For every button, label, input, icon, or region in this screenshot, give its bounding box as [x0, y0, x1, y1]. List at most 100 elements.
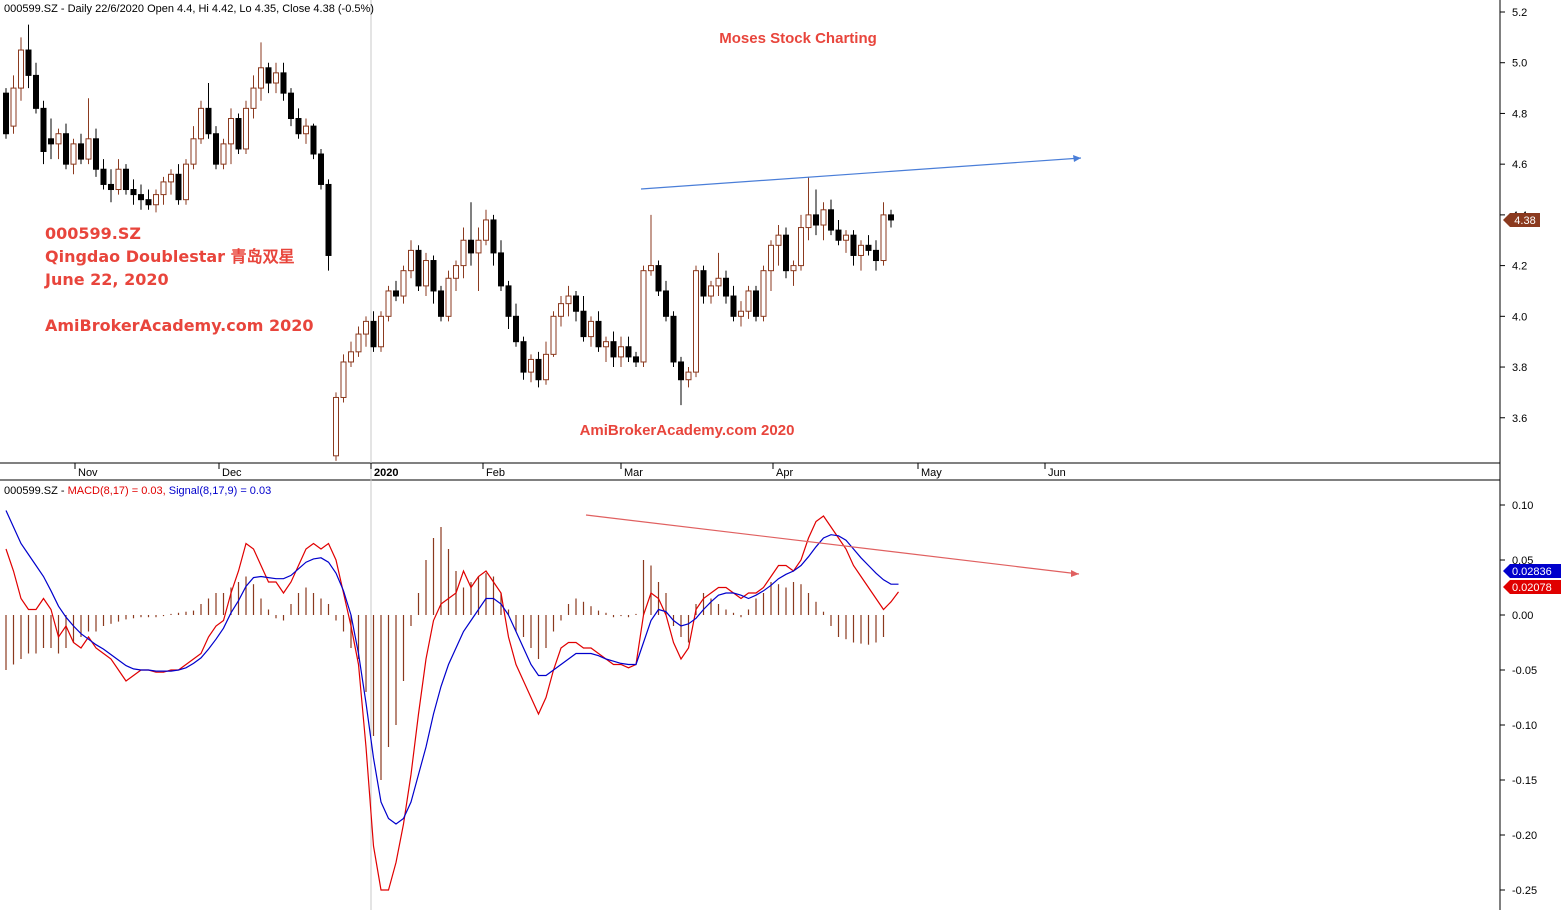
candle — [348, 341, 354, 368]
candle — [633, 351, 639, 368]
annotation-date: June 22, 2020 — [44, 270, 169, 289]
candle — [48, 118, 54, 160]
macd-y-tick-label: -0.20 — [1512, 830, 1537, 842]
annotation-company: Qingdao Doublestar 青岛双星 — [45, 247, 295, 266]
candle — [190, 126, 197, 170]
candle — [40, 100, 47, 165]
candle — [708, 280, 714, 304]
candle — [123, 164, 129, 195]
candle — [468, 202, 474, 266]
candle — [355, 326, 362, 357]
price-y-tick-label: 4.8 — [1512, 108, 1527, 120]
candle — [783, 227, 789, 279]
candle — [850, 230, 857, 266]
candle — [490, 214, 497, 266]
candle — [543, 341, 549, 385]
candle — [513, 303, 519, 347]
candle — [775, 225, 782, 266]
watermark-top: Moses Stock Charting — [719, 30, 877, 47]
candle — [408, 240, 414, 279]
price-y-tick-label: 3.6 — [1512, 413, 1527, 425]
candle — [78, 133, 84, 165]
macd-header: 000599.SZ - MACD(8,17) = 0.03, Signal(8,… — [4, 485, 271, 497]
candle — [693, 265, 699, 378]
macd-y-tick-label: 0.10 — [1512, 500, 1533, 512]
candle — [228, 108, 234, 165]
price-y-axis: 3.63.84.04.24.44.64.85.05.2 — [1500, 7, 1527, 425]
candle — [723, 270, 729, 304]
macd-y-tick-label: -0.15 — [1512, 775, 1537, 787]
candle — [25, 24, 32, 89]
candle — [130, 179, 137, 205]
x-tick-label: Dec — [222, 467, 242, 479]
panel-frames — [0, 0, 1501, 910]
price-y-tick-label: 5.2 — [1512, 7, 1527, 19]
candle — [798, 214, 804, 271]
candle — [400, 265, 407, 304]
candle — [393, 280, 399, 302]
candle — [640, 265, 647, 368]
candle — [10, 75, 17, 134]
candle — [595, 311, 602, 352]
candle — [333, 392, 339, 461]
candle — [138, 184, 144, 210]
candle — [625, 336, 632, 362]
candle — [835, 219, 842, 246]
candle — [888, 209, 894, 228]
candle — [243, 100, 249, 155]
candle — [220, 138, 227, 170]
candle — [483, 209, 489, 246]
candle — [745, 285, 752, 319]
macd-y-tick-label: -0.05 — [1512, 665, 1537, 677]
macd-y-axis: 0.100.050.00-0.05-0.10-0.15-0.20-0.25 — [1500, 500, 1537, 897]
macd-value-label: 0.02078 — [1512, 582, 1552, 594]
candle — [873, 240, 879, 271]
candle — [505, 280, 512, 329]
candle — [258, 42, 264, 101]
macd-value-tag: 0.02078 — [1503, 580, 1561, 594]
candle — [93, 128, 99, 177]
watermark-mid: AmiBrokerAcademy.com 2020 — [580, 422, 795, 439]
candle — [678, 356, 684, 406]
candle — [363, 316, 369, 347]
signal-value-tag: 0.02836 — [1503, 564, 1561, 578]
candle — [715, 252, 722, 297]
macd-lines — [5, 510, 899, 891]
candle — [318, 148, 324, 190]
candle — [160, 176, 167, 205]
candle — [423, 252, 429, 297]
macd-header-signal: Signal(8,17,9) = 0.03 — [169, 485, 271, 497]
price-y-tick-label: 5.0 — [1512, 58, 1527, 70]
candle — [213, 126, 219, 170]
candle — [813, 189, 819, 236]
macd-y-tick-label: 0.00 — [1512, 610, 1533, 622]
candle — [115, 159, 122, 195]
macd-y-tick-label: -0.10 — [1512, 720, 1537, 732]
candle — [378, 311, 384, 352]
macd-trend-line — [585, 514, 1080, 575]
candle — [85, 98, 92, 165]
candle — [670, 311, 677, 368]
candle — [108, 169, 114, 203]
last-price-tag: 4.38 — [1503, 213, 1540, 227]
x-tick-label: Feb — [486, 467, 505, 479]
candle — [760, 265, 767, 322]
x-tick-label: Mar — [624, 467, 643, 479]
candle — [303, 118, 309, 144]
candle — [235, 113, 242, 155]
candlestick-series — [3, 24, 894, 461]
candle — [520, 336, 527, 380]
price-header: 000599.SZ - Daily 22/6/2020 Open 4.4, Hi… — [4, 3, 374, 15]
candle — [753, 285, 759, 322]
x-tick-label: Jun — [1048, 467, 1066, 479]
candle — [618, 336, 624, 368]
candle — [603, 336, 609, 362]
candle — [528, 354, 534, 383]
x-tick-label: May — [921, 467, 942, 479]
candle — [153, 189, 159, 213]
macd-header-macd: MACD(8,17) = 0.03, — [68, 485, 166, 497]
x-tick-label: Apr — [776, 467, 793, 479]
candle — [33, 62, 39, 114]
candle — [18, 37, 24, 101]
